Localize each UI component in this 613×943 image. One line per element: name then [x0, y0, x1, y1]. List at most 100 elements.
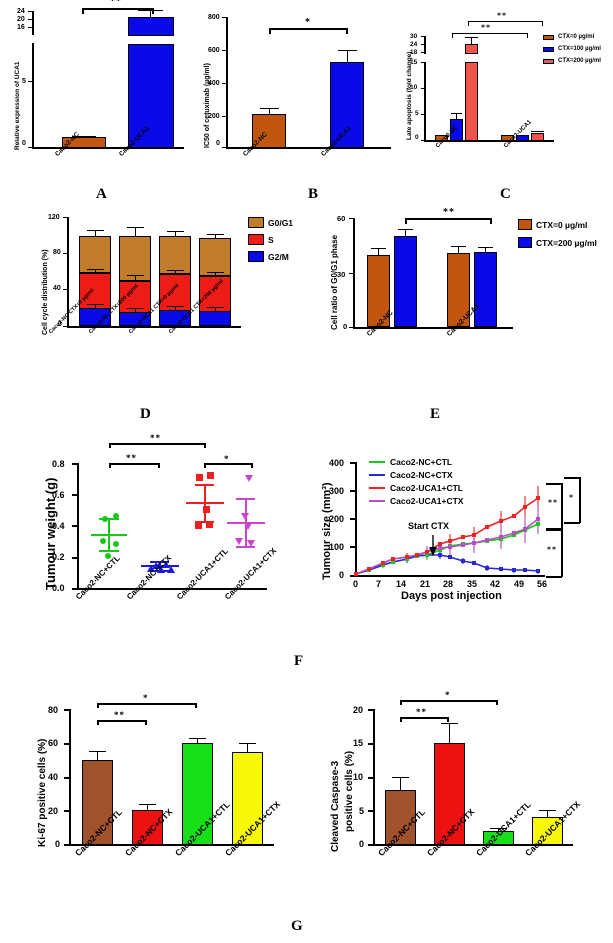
panel-e-tick-60: 60 [337, 214, 346, 223]
panel-a-tickmark-20 [28, 19, 33, 20]
panel-f-growth-tick-200: 200 [329, 514, 345, 524]
panel-f-growth-yaxis [355, 462, 357, 577]
panel-d-errbar-g2-m [135, 308, 136, 312]
panel-f-growth-sigA-top [546, 483, 562, 485]
panel-d-tick-80: 80 [53, 249, 61, 256]
panel-g-ki67-tick-0: 0 [55, 839, 61, 849]
panel-g-ki67: Ki-67 positive cells (%) 80 60 40 20 0 *… [15, 672, 310, 922]
panel-c-tick-15: 15 [410, 59, 418, 66]
legend-swatch-ctx0-icon [543, 34, 554, 40]
panel-g-caspase-sig2-left [400, 700, 402, 705]
panel-g-caspase-errbar-1 [449, 723, 450, 744]
panel-b-tick-800: 800 [208, 14, 220, 21]
panel-f-weight-point-g2-4 [147, 565, 155, 572]
panel-c-bar-uca1-ctx100 [516, 135, 529, 141]
legend-swatch-s-icon [248, 234, 264, 245]
panel-f-weight-tick-08: 0.8 [52, 459, 65, 469]
panel-c-yaxis-upper [424, 36, 426, 54]
panel-e-sig-star: ** [443, 207, 455, 218]
panel-g-ki67-tick-20: 20 [48, 806, 59, 816]
legend-marker-uca1-ctx-icon [369, 500, 385, 502]
panel-f-weight: Tumour weight (g) 0.8 0.6 0.4 0.2 0.0 [25, 425, 315, 645]
panel-d-errbar-g4 [215, 234, 216, 239]
panel-g-caspase-tickmark-10 [368, 777, 374, 779]
legend-marker-nc-ctl-icon [369, 461, 385, 463]
panel-d-errcap-g3 [167, 231, 184, 232]
panel-letter-d: D [140, 406, 151, 422]
panel-f-growth-sigA-bot [546, 528, 562, 530]
panel-f-weight-point-g4-4 [247, 540, 255, 547]
panel-g-caspase-ylabel-line1: Cleaved Caspase-3 [330, 760, 341, 852]
panel-d-tick-40: 40 [53, 285, 61, 292]
panel-e-legend-item-0: CTX=0 µg/ml [518, 219, 587, 230]
panel-b-yaxis [226, 17, 228, 148]
panel-e-tickmark-30 [349, 273, 353, 274]
panel-f-weight-sig3-bar [204, 463, 252, 465]
panel-f-weight-xtick-2: Caco2-UCA1+CTL [175, 546, 230, 602]
panel-d: Cell cycle distribution (%) 120 80 40 0 … [20, 205, 320, 385]
panel-g-ki67-sig2-right [195, 703, 197, 708]
panel-f-weight-sig3-left [204, 463, 206, 468]
panel-e-errbar-nc-ctx0 [378, 248, 379, 256]
panel-g-caspase-sig1-star: ** [416, 707, 427, 717]
panel-a-sig-right [152, 8, 154, 14]
panel-b-xaxis [226, 147, 391, 149]
panel-f-weight-sig3-right [251, 463, 253, 468]
panel-f-growth-legend-item-3: Caco2-UCA1+CTX [369, 496, 463, 506]
panel-c-bar-nc-ctx200-lower [465, 62, 478, 141]
panel-d-xaxis [67, 326, 241, 328]
panel-g-caspase-ylabel-line2: positive cells (%) [344, 750, 355, 832]
panel-g-ki67-tick-40: 40 [48, 772, 59, 782]
panel-f-weight-xtick-1: Caco2-NC+CTX [125, 553, 174, 602]
panel-f-growth-sigA-right [561, 483, 563, 529]
panel-b-tickmark-400 [222, 83, 227, 84]
legend-swatch-e-ctx0-icon [518, 219, 532, 230]
panel-d-bar-g4-g0g1 [199, 238, 231, 276]
panel-f-weight-point-g4-3 [235, 538, 243, 545]
panel-c-legend-label-0: CTX=0 µg/ml [558, 34, 595, 40]
panel-g-ki67-tickmark-40 [64, 777, 70, 779]
panel-f-weight-sdcap-top-g4 [236, 498, 255, 500]
panel-f-growth-sigB-right [579, 477, 581, 523]
panel-g-ki67-sig1-left [97, 720, 99, 725]
panel-d-tick-120: 120 [48, 214, 60, 221]
panel-e-tickmark-0 [349, 327, 353, 328]
panel-f-weight-point-g1-3 [113, 541, 119, 547]
panel-a-yaxis-upper [32, 11, 34, 35]
panel-c-sig1-bar [452, 33, 528, 35]
panel-g-caspase-tickmark-5 [368, 810, 374, 812]
panel-a-yaxis-lower [32, 43, 34, 149]
panel-b-tickmark-200 [222, 116, 227, 117]
panel-g-ki67-xaxis [69, 844, 274, 846]
panel-f-growth-xtick-35: 35 [467, 579, 478, 589]
panel-c-sig2-bar [468, 21, 543, 23]
panel-f-growth-tickmark-300 [350, 490, 356, 492]
panel-g-caspase-bar-1 [434, 743, 465, 845]
panel-d-tickmark-120 [63, 217, 67, 218]
panel-a-bar-nc [62, 137, 106, 148]
panel-g-caspase-errcap-2 [490, 828, 507, 829]
panel-f-weight-sdcap-top-g1 [99, 518, 119, 520]
panel-c-errcap-nc-ctx200 [465, 37, 478, 38]
panel-d-bar-g4-g2m [199, 311, 231, 326]
panel-b-errbar-nc [269, 108, 270, 115]
panel-f-weight-sig2-right [204, 443, 206, 448]
panel-d-errbar-g1-m [95, 304, 96, 308]
panel-g-ki67-errbar-2 [197, 738, 198, 744]
panel-c-legend-item-2: CTX=200 µg/ml [543, 58, 601, 64]
panel-letter-f: F [294, 653, 304, 669]
panel-f-growth-tickmark-200 [350, 518, 356, 520]
panel-f-growth-tick-400: 400 [329, 458, 345, 468]
panel-c-tickmark-10 [421, 88, 425, 89]
panel-g-caspase-bar-0 [385, 790, 416, 845]
panel-g-ki67-sig1-right [145, 720, 147, 725]
panel-f-growth-tick-300: 300 [329, 486, 345, 496]
panel-a-tickmark-5 [28, 81, 33, 82]
panel-e-sig-right [490, 218, 492, 224]
panel-f-weight-sd-g4 [245, 498, 247, 546]
panel-f-weight-xaxis [77, 588, 267, 590]
panel-c-bar-nc-ctx0 [435, 135, 448, 141]
panel-f-growth-legend-item-2: Caco2-UCA1+CTL [369, 483, 463, 493]
panel-g-ki67-bar-2 [182, 743, 213, 845]
panel-g-caspase-tickmark-20 [368, 709, 374, 711]
